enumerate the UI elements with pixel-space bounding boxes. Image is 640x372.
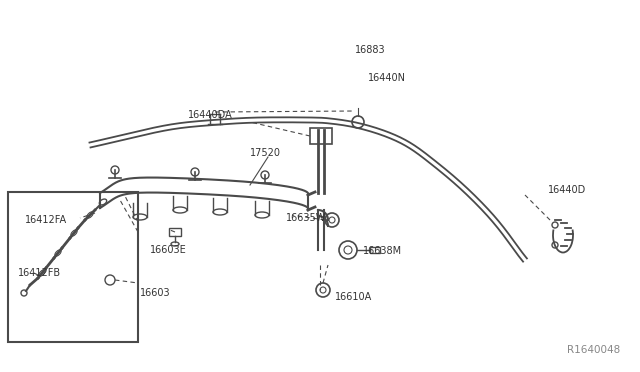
Text: 17520: 17520 (250, 148, 281, 158)
Text: 16638M: 16638M (363, 246, 402, 256)
Text: 16440D: 16440D (548, 185, 586, 195)
Bar (370, 247, 380, 253)
Bar (8, 192, 138, 342)
Text: 16412FA: 16412FA (25, 215, 67, 225)
Bar (169, 228, 181, 236)
Text: 16412FB: 16412FB (18, 268, 61, 278)
Text: 16610A: 16610A (335, 292, 372, 302)
Bar (310, 128, 332, 144)
Text: 16440N: 16440N (368, 73, 406, 83)
Text: 16603E: 16603E (150, 245, 187, 255)
Text: 16440DA: 16440DA (188, 110, 233, 120)
Text: 16635W: 16635W (286, 213, 326, 223)
Text: 16883: 16883 (355, 45, 386, 55)
Text: 16603: 16603 (140, 288, 171, 298)
Text: R1640048: R1640048 (567, 345, 620, 355)
